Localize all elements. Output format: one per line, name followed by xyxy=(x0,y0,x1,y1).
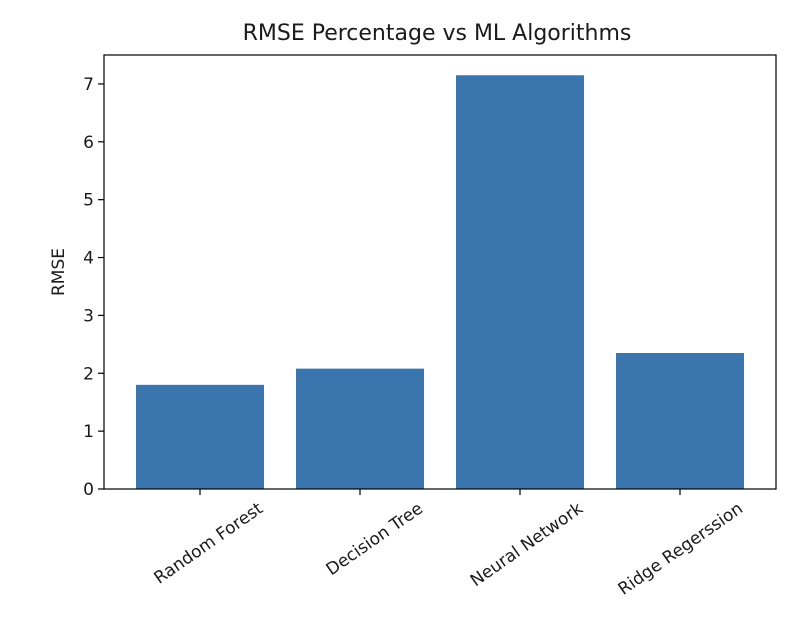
bar-random-forest xyxy=(136,384,264,489)
bar-neural-network xyxy=(456,75,584,490)
x-tick-label: Random Forest xyxy=(151,499,268,589)
y-tick-label: 1 xyxy=(83,422,94,442)
chart-title: RMSE Percentage vs ML Algorithms xyxy=(243,21,632,46)
plot-frame xyxy=(103,54,777,490)
y-tick-label: 6 xyxy=(83,133,94,153)
y-tick-label: 5 xyxy=(83,191,94,211)
x-tick-label: Neural Network xyxy=(467,499,587,591)
bar-decision-tree xyxy=(296,368,424,489)
x-axis-ticks: Random Forest Decision Tree Neural Network… xyxy=(151,489,747,600)
y-tick-label: 2 xyxy=(83,364,94,384)
y-axis-label: RMSE xyxy=(49,248,69,296)
y-tick-label: 7 xyxy=(83,75,94,95)
x-tick-label: Decision Tree xyxy=(323,499,427,580)
bar-ridge-regerssion xyxy=(616,353,744,489)
y-axis-ticks: 0 1 2 3 4 5 6 7 xyxy=(83,75,104,500)
x-tick-label: Ridge Regerssion xyxy=(615,499,747,600)
y-tick-label: 3 xyxy=(83,306,94,326)
y-tick-label: 4 xyxy=(83,249,94,269)
y-tick-label: 0 xyxy=(83,480,94,500)
bars-group xyxy=(136,75,744,490)
